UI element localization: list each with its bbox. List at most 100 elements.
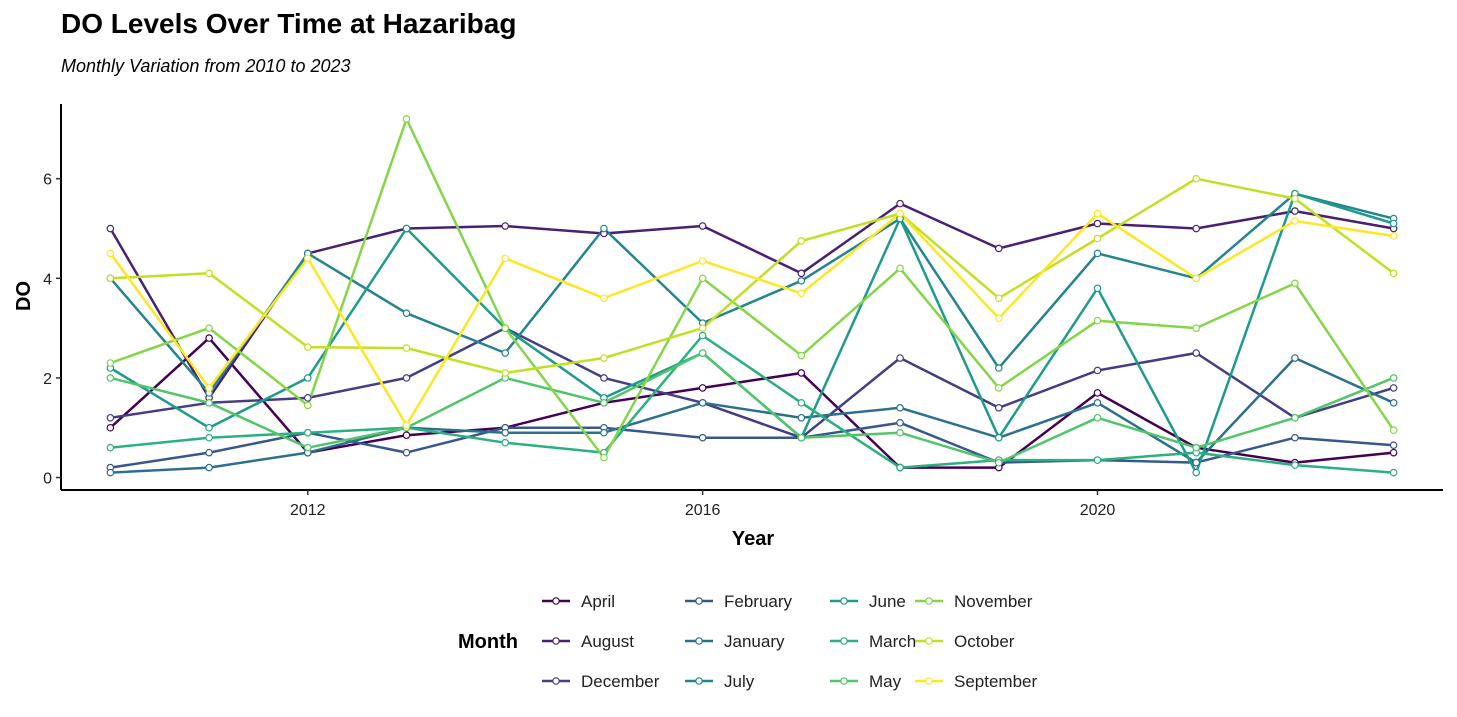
data-point-september	[1291, 217, 1299, 225]
data-point-january	[1291, 354, 1299, 362]
data-point-january	[1192, 458, 1201, 467]
data-point-august	[698, 222, 707, 230]
data-point-may	[994, 458, 1003, 467]
y-tick-label: 4	[43, 271, 52, 288]
data-point-march	[797, 399, 806, 407]
data-point-october	[1389, 269, 1398, 278]
series-line-june	[109, 192, 1394, 474]
series-line-october	[110, 177, 1395, 375]
data-point-october	[106, 274, 115, 283]
legend-item-may: May	[830, 672, 902, 691]
legend-label: April	[581, 592, 615, 611]
data-point-april	[1093, 389, 1102, 397]
series-line-september	[109, 212, 1394, 427]
data-point-december	[1192, 349, 1201, 357]
data-point-november	[205, 324, 213, 332]
data-point-february	[698, 433, 707, 442]
data-point-december	[1389, 384, 1398, 392]
data-point-february	[205, 448, 213, 457]
legend-label: January	[724, 632, 785, 651]
legend-label: August	[581, 632, 634, 651]
series-line-december	[110, 326, 1394, 439]
series-lines	[109, 117, 1395, 474]
legend-key-point	[552, 637, 560, 645]
data-point-january	[698, 399, 707, 407]
data-point-october	[1093, 234, 1102, 243]
data-point-november	[896, 264, 904, 273]
data-point-january	[1093, 399, 1102, 407]
data-point-september	[402, 421, 411, 430]
data-point-may	[1192, 443, 1201, 452]
data-point-november	[303, 401, 312, 410]
legend-label: December	[581, 672, 660, 691]
data-point-july	[501, 349, 510, 357]
data-point-october	[402, 344, 411, 352]
data-point-june	[205, 423, 213, 432]
legend-item-october: October	[915, 632, 1015, 651]
y-tick-label: 0	[43, 471, 52, 488]
data-point-january	[896, 404, 904, 412]
legend-key-point	[695, 677, 703, 685]
data-point-april	[205, 334, 213, 342]
data-point-august	[1291, 207, 1299, 215]
data-point-october	[303, 343, 312, 351]
x-tick-label: 2012	[290, 502, 326, 519]
data-point-september	[1093, 209, 1102, 218]
legend-label: September	[954, 672, 1037, 691]
data-point-april	[106, 423, 115, 432]
data-point-september	[106, 249, 115, 258]
data-point-march	[698, 331, 707, 340]
data-point-december	[896, 354, 904, 362]
data-point-march	[205, 433, 213, 442]
data-point-september	[1192, 274, 1201, 283]
legend-item-june: June	[830, 592, 906, 611]
data-point-june	[303, 374, 312, 382]
data-point-november	[402, 115, 411, 123]
data-point-march	[1291, 461, 1299, 469]
data-point-april	[402, 431, 411, 440]
data-point-september	[994, 314, 1003, 322]
data-point-march	[1093, 456, 1102, 464]
data-point-june	[1192, 468, 1201, 477]
x-tick-label: 2020	[1080, 502, 1116, 519]
data-point-february	[402, 448, 411, 457]
data-point-march	[303, 428, 312, 437]
series-line-february	[110, 421, 1394, 469]
data-point-june	[1093, 284, 1102, 293]
data-point-october	[1192, 174, 1201, 183]
legend-key-point	[552, 677, 560, 685]
legend-title: Month	[458, 631, 518, 653]
data-point-may	[205, 399, 213, 407]
data-point-may	[896, 428, 904, 437]
legend-key-point	[925, 597, 933, 605]
data-point-may	[698, 349, 707, 357]
legend-key-point	[695, 597, 703, 605]
legend-key-point	[840, 637, 848, 645]
series-points	[106, 115, 1398, 477]
data-point-november	[1192, 324, 1201, 332]
data-point-april	[797, 369, 806, 377]
x-tick-label: 2016	[685, 502, 721, 519]
data-point-october	[797, 237, 806, 245]
legend-item-december: December	[542, 672, 660, 691]
data-point-august	[797, 269, 806, 278]
y-axis-label: DO	[13, 281, 35, 311]
legend-label: May	[869, 672, 902, 691]
data-point-august	[896, 199, 904, 208]
data-point-july	[994, 364, 1003, 372]
data-point-february	[896, 418, 904, 427]
data-point-april	[1389, 448, 1398, 457]
y-tick-label: 6	[43, 172, 52, 189]
data-point-november	[698, 274, 707, 283]
series-line-may	[110, 351, 1395, 464]
data-point-september	[205, 384, 213, 392]
chart-subtitle: Monthly Variation from 2010 to 2023	[61, 56, 351, 76]
data-point-june	[994, 433, 1003, 442]
data-point-july	[402, 309, 411, 317]
legend-item-july: July	[685, 672, 755, 691]
data-point-december	[600, 374, 608, 382]
data-point-march	[896, 463, 904, 472]
legend-key-point	[552, 597, 560, 605]
data-point-august	[106, 224, 115, 233]
data-point-september	[303, 254, 312, 263]
